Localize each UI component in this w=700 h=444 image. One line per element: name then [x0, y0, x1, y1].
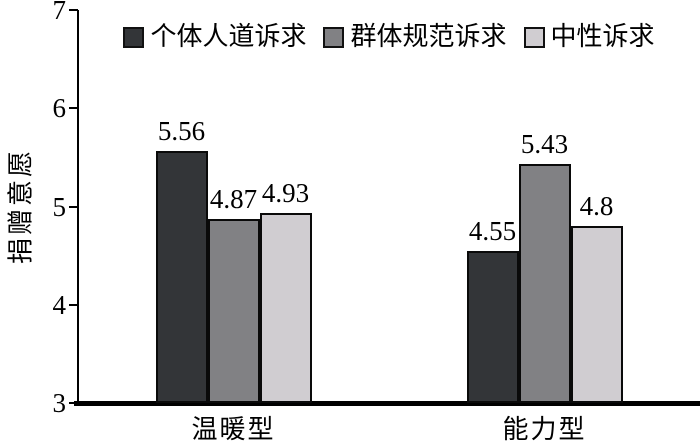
legend-item-group-norm-appeal: 群体规范诉求: [323, 22, 507, 51]
y-tick-label: 7: [52, 0, 67, 25]
y-axis-line: [77, 10, 79, 404]
legend-label-individual-appeal: 个体人道诉求: [150, 22, 307, 51]
bar: [466, 250, 519, 403]
y-tick-label: 4: [52, 289, 67, 320]
bar: [259, 213, 312, 403]
y-tick-mark: [69, 402, 78, 404]
y-tick-mark: [69, 9, 78, 11]
y-tick-label: 6: [52, 93, 67, 124]
bar: [155, 151, 208, 403]
bar-value-label: 4.93: [261, 178, 310, 209]
bar-value-label: 5.56: [157, 116, 206, 147]
y-tick-label: 5: [52, 191, 67, 222]
y-tick-mark: [69, 205, 78, 208]
legend-item-individual-appeal: 个体人道诉求: [123, 24, 306, 50]
bar-value-label: 5.43: [520, 129, 569, 160]
legend-swatch-group-norm-appeal: [323, 26, 345, 48]
legend: 个体人道诉求 群体规范诉求 中性诉求: [78, 24, 700, 50]
x-category-label: 能力型: [502, 415, 587, 444]
y-tick-mark: [69, 107, 78, 110]
bar: [207, 219, 260, 403]
legend-swatch-individual-appeal: [123, 26, 145, 48]
bar-value-label: 4.8: [579, 191, 614, 222]
legend-item-neutral-appeal: 中性诉求: [523, 22, 655, 51]
legend-label-group-norm-appeal: 群体规范诉求: [350, 22, 507, 51]
y-tick-mark: [69, 303, 78, 306]
x-axis-line: [74, 401, 700, 406]
bar-value-label: 4.87: [209, 184, 258, 215]
x-category-label: 温暖型: [191, 415, 276, 444]
bar: [570, 226, 623, 403]
bar: [518, 164, 571, 403]
bar-value-label: 4.55: [468, 215, 517, 246]
legend-label-neutral-appeal: 中性诉求: [550, 22, 655, 51]
y-tick-label: 3: [52, 388, 67, 418]
legend-swatch-neutral-appeal: [523, 26, 545, 48]
